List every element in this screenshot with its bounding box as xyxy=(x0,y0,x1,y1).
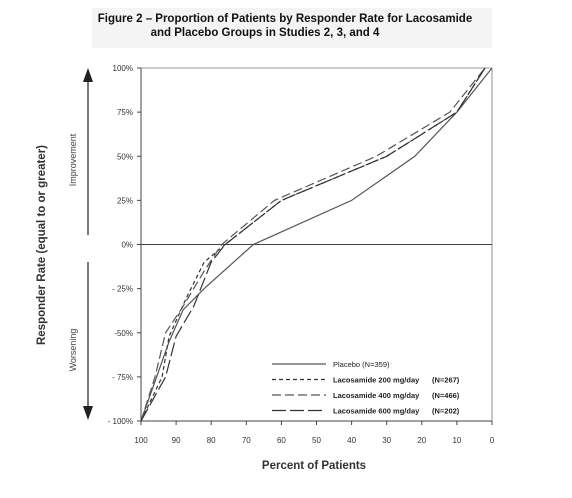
down-arrow-icon xyxy=(83,406,93,420)
series-layer xyxy=(140,67,493,422)
legend: Placebo (N=359) Lacosamide 200 mg/day (N=2… xyxy=(268,356,476,418)
series-line-600mg xyxy=(140,67,486,422)
x-tick-label: 0 xyxy=(490,436,495,445)
y-tick-label: 75% xyxy=(117,108,133,117)
legend-entry-n: (N=466) xyxy=(432,391,460,400)
x-tick-label: 40 xyxy=(347,436,356,445)
x-tick-label: 20 xyxy=(417,436,426,445)
legend-entry: Placebo (N=359) xyxy=(333,360,390,369)
x-axis-label: Percent of Patients xyxy=(262,460,366,472)
legend-entry-n: (N=202) xyxy=(432,407,460,416)
series-line-400mg xyxy=(140,67,486,422)
y-tick-label: 100% xyxy=(113,64,133,73)
x-tick-label: 60 xyxy=(277,436,286,445)
up-arrow-icon xyxy=(83,68,93,82)
legend-entry: Lacosamide 600 mg/day xyxy=(333,407,420,416)
improvement-label: Improvement xyxy=(68,133,78,186)
y-tick-label: - 100% xyxy=(108,417,133,426)
title-background xyxy=(92,8,492,48)
x-tick-label: 100 xyxy=(134,436,148,445)
chart-title-line2: and Placebo Groups in Studies 2, 3, and … xyxy=(151,27,380,39)
y-axis-label: Responder Rate (equal to or greater) xyxy=(36,145,48,345)
legend-entry: Lacosamide 400 mg/day xyxy=(333,391,420,400)
worsening-label: Worsening xyxy=(68,329,78,372)
y-tick-label: 50% xyxy=(117,152,133,161)
chart-title-line1: Figure 2 – Proportion of Patients by Res… xyxy=(98,13,472,25)
x-axis-ticks: 100 90 80 70 60 50 40 30 20 10 0 xyxy=(134,421,495,445)
y-axis-ticks: 100% 75% 50% 25% 0% - 25% -50% - 75% - 100% xyxy=(108,64,141,426)
series-line-200mg xyxy=(140,67,486,422)
x-tick-label: 80 xyxy=(207,436,216,445)
x-tick-label: 70 xyxy=(242,436,251,445)
y-tick-label: - 25% xyxy=(112,285,133,294)
series-line-placebo xyxy=(140,67,493,422)
legend-entry-n: (N=267) xyxy=(432,376,460,385)
direction-arrow xyxy=(83,68,93,420)
y-tick-label: -50% xyxy=(114,329,133,338)
legend-entry: Lacosamide 200 mg/day xyxy=(333,376,420,385)
legend-box xyxy=(268,356,476,418)
x-tick-label: 30 xyxy=(382,436,391,445)
y-tick-label: - 75% xyxy=(112,373,133,382)
x-tick-label: 10 xyxy=(452,436,461,445)
y-tick-label: 25% xyxy=(117,196,133,205)
x-tick-label: 90 xyxy=(172,436,181,445)
x-tick-label: 50 xyxy=(312,436,321,445)
y-tick-label: 0% xyxy=(121,241,133,250)
